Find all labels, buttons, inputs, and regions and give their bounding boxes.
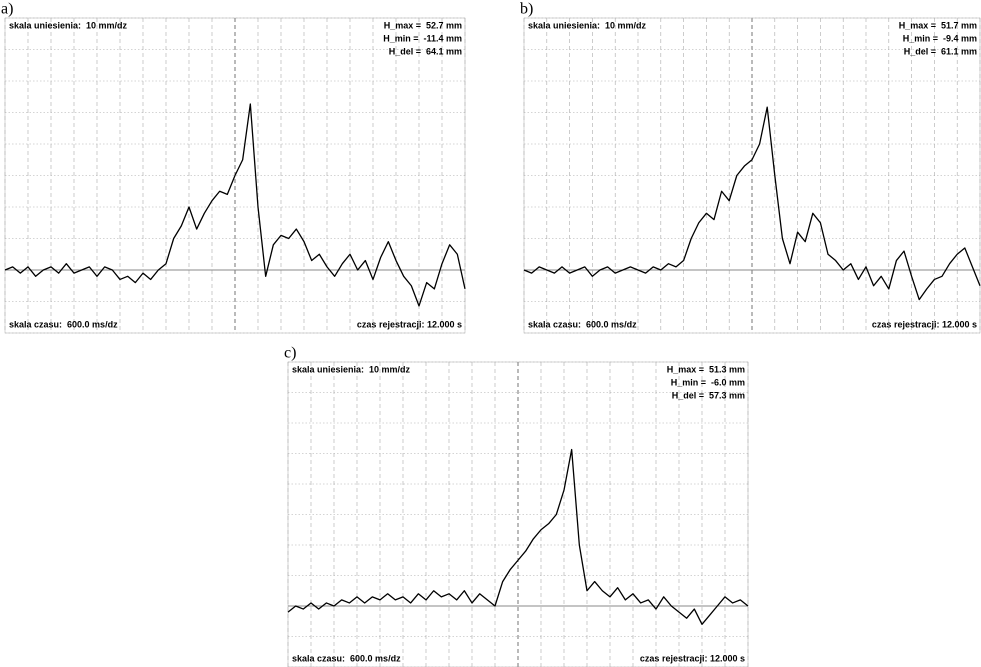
panel-label: a): [1, 1, 13, 18]
signal-line: [523, 106, 981, 301]
duration-label: czas rejestracji: 12.000 s: [357, 319, 462, 329]
duration-label: czas rejestracji: 12.000 s: [640, 653, 745, 663]
y-scale-label: skala uniesienia: 10 mm/dz: [292, 364, 411, 374]
stat-label: H_min = -9.4 mm: [903, 33, 977, 43]
stat-label: H_max = 52.7 mm: [384, 20, 462, 30]
signal-line: [287, 448, 749, 625]
stat-label: H_min = -6.0 mm: [671, 377, 745, 387]
y-scale-label: skala uniesienia: 10 mm/dz: [528, 20, 647, 30]
stat-label: H_del = 64.1 mm: [389, 46, 462, 56]
stat-label: H_del = 57.3 mm: [672, 390, 745, 400]
stat-label: H_del = 61.1 mm: [904, 46, 977, 56]
stat-label: H_max = 51.7 mm: [899, 20, 977, 30]
duration-label: czas rejestracji: 12.000 s: [872, 319, 977, 329]
stat-label: H_max = 51.3 mm: [667, 364, 745, 374]
y-scale-label: skala uniesienia: 10 mm/dz: [9, 20, 128, 30]
panel-label: b): [520, 1, 533, 18]
signal-line: [4, 103, 466, 307]
panel-label: c): [284, 345, 296, 362]
stat-label: H_min = -11.4 mm: [383, 33, 462, 43]
x-scale-label: skala czasu: 600.0 ms/dz: [292, 653, 401, 663]
x-scale-label: skala czasu: 600.0 ms/dz: [528, 319, 637, 329]
x-scale-label: skala czasu: 600.0 ms/dz: [9, 319, 118, 329]
